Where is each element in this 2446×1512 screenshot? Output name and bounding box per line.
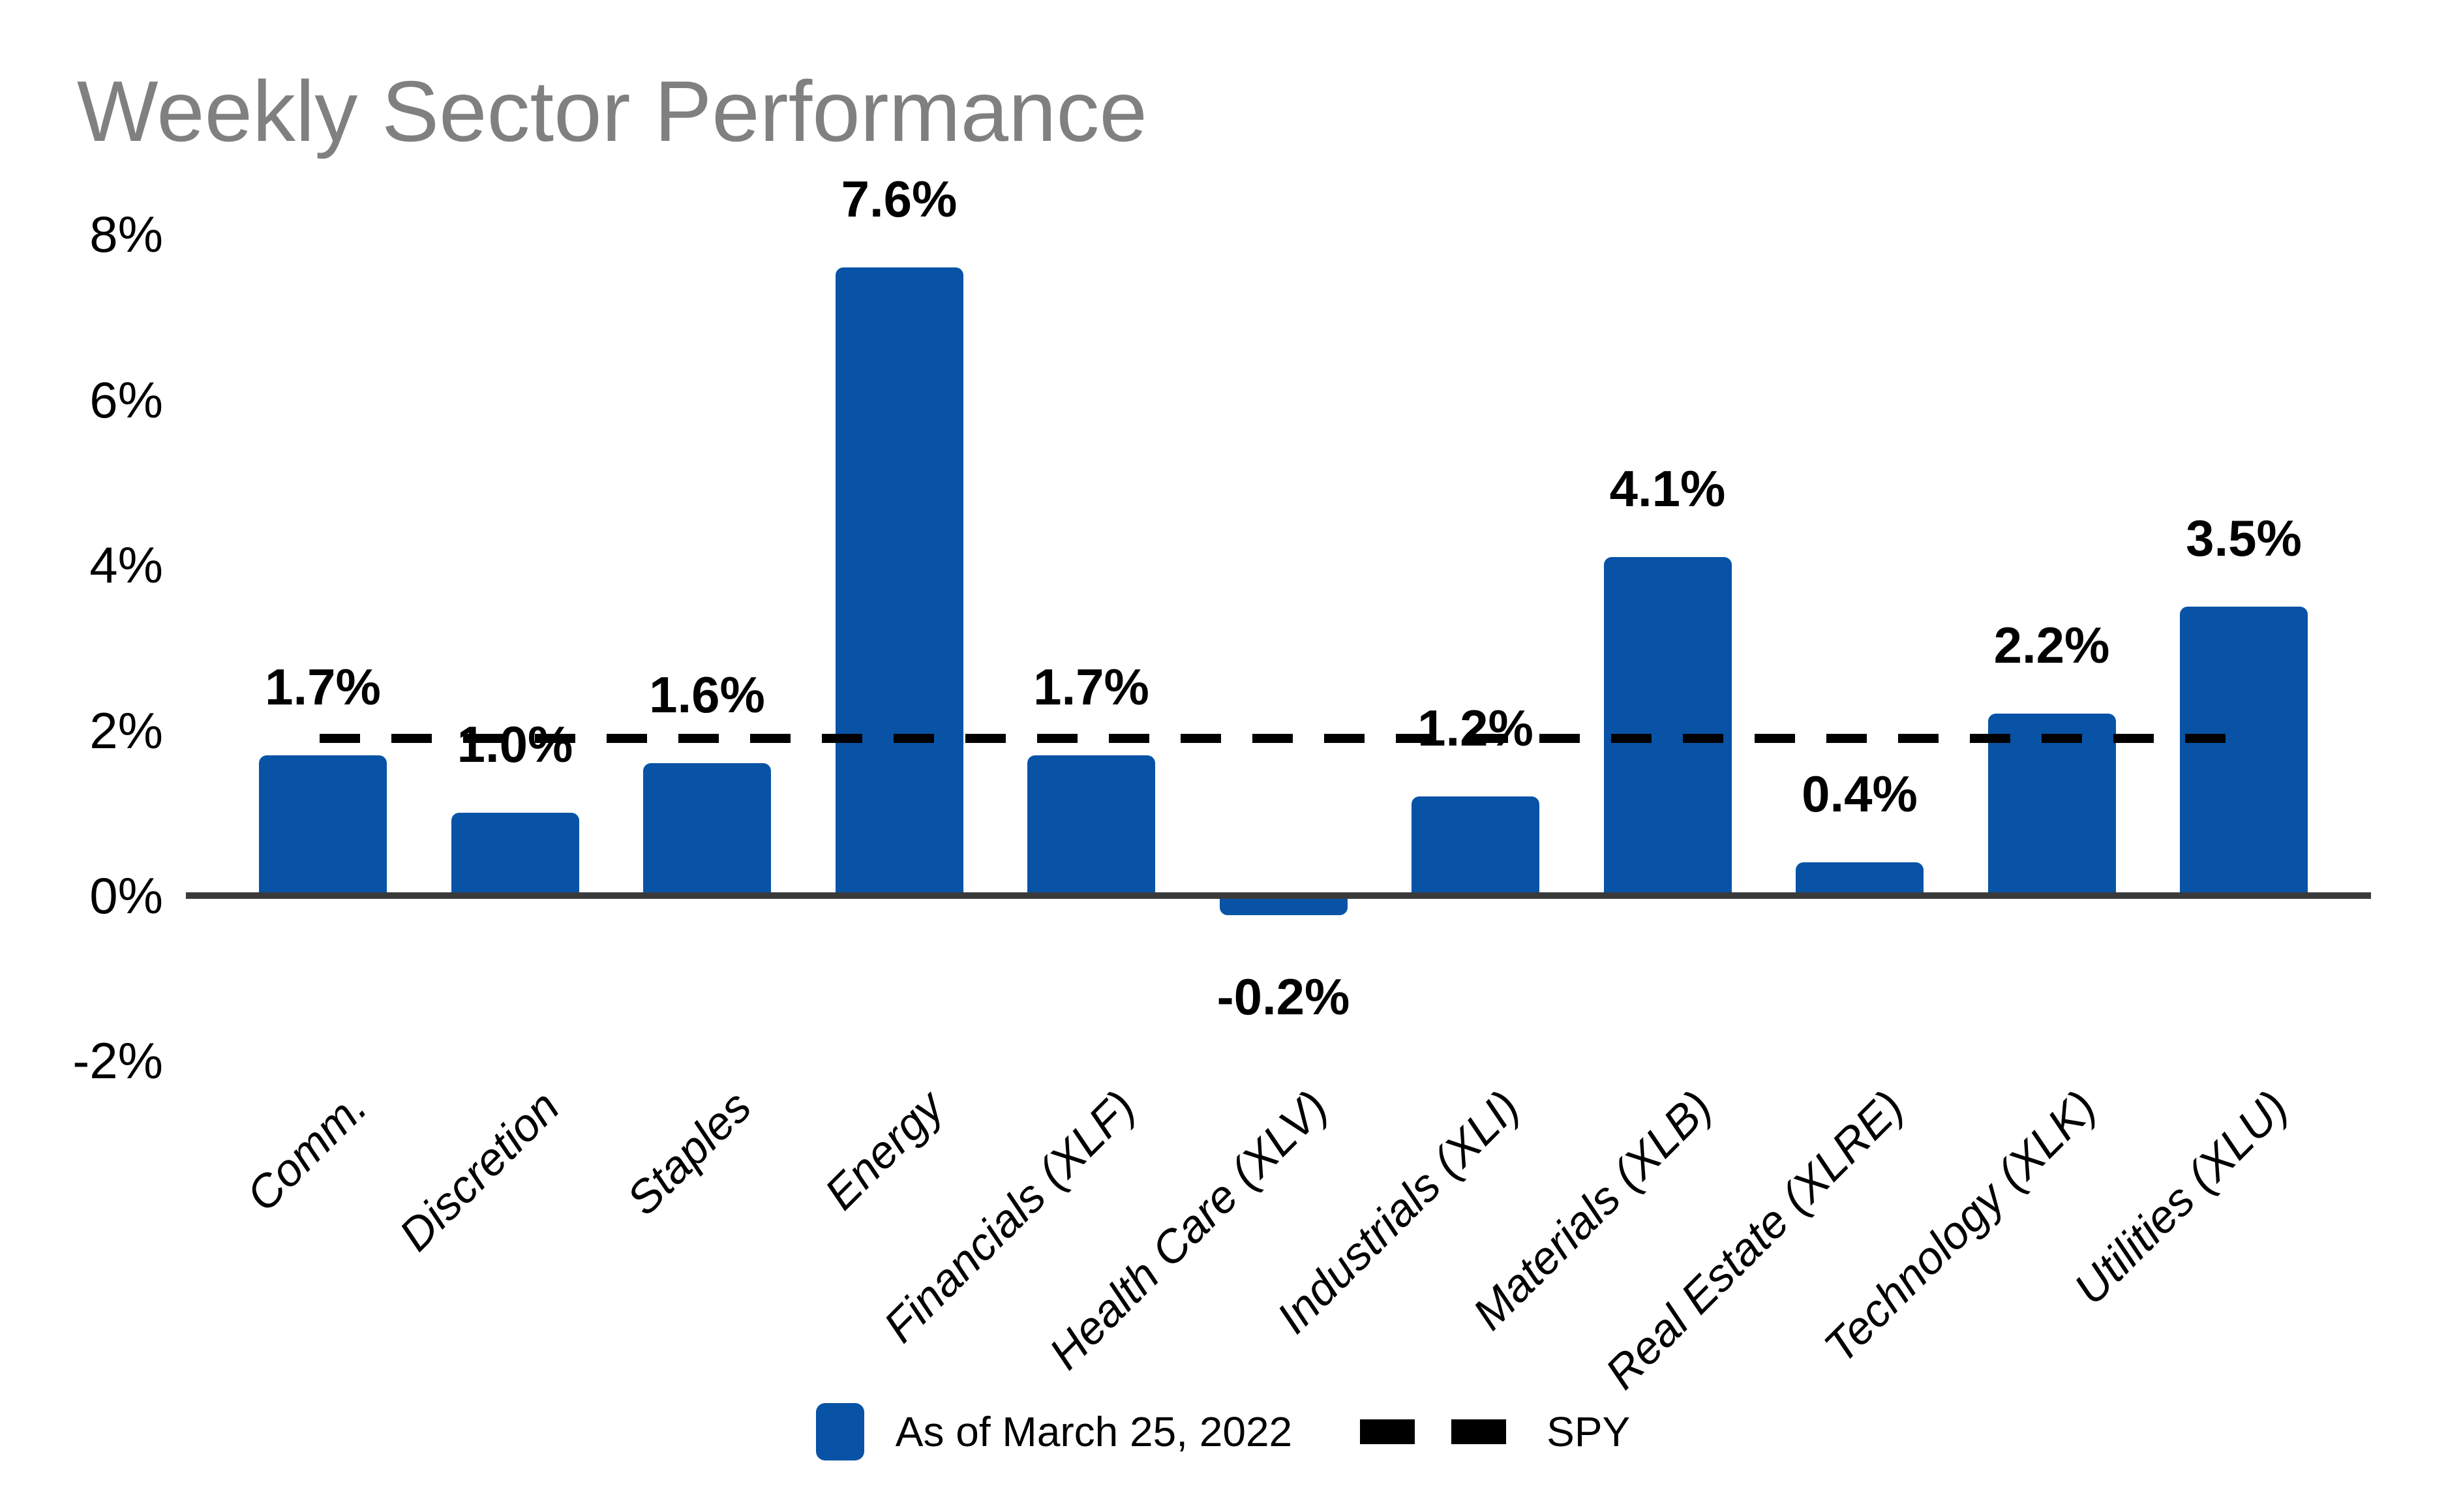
bar-value-label-materials-xlb: 4.1%: [1609, 459, 1726, 517]
y-axis-tick-label-4: 4%: [89, 536, 163, 594]
bar-utilities-xlu: [2180, 606, 2308, 896]
dash-segment-icon: [1451, 1419, 1507, 1444]
legend-spy-label: SPY: [1547, 1408, 1631, 1455]
legend-series-label: As of March 25, 2022: [895, 1408, 1293, 1455]
chart-title: Weekly Sector Performance: [77, 63, 1147, 159]
bar-value-label-discretion: 1.0%: [457, 716, 573, 774]
bar-energy: [835, 267, 963, 896]
bar-technology-xlk: [1987, 714, 2116, 896]
bar-value-label-staples: 1.6%: [649, 666, 765, 724]
legend: As of March 25, 2022 SPY: [0, 1396, 2446, 1468]
bar-value-label-utilities-xlu: 3.5%: [2186, 509, 2302, 567]
y-axis-tick-label-2: -2%: [72, 1032, 163, 1090]
bar-value-label-financials-xlf: 1.7%: [1033, 658, 1149, 716]
bar-value-label-industrials-xli: 1.2%: [1417, 699, 1533, 757]
bar-comm: [259, 755, 387, 896]
bar-staples: [643, 763, 771, 896]
bar-financials-xlf: [1027, 755, 1155, 896]
bar-value-label-health-care-xlv: -0.2%: [1216, 968, 1350, 1026]
y-axis-tick-label-6: 6%: [89, 370, 163, 429]
legend-bar-swatch-icon: [815, 1403, 864, 1460]
bar-value-label-comm: 1.7%: [265, 658, 381, 716]
y-axis-tick-label-8: 8%: [89, 205, 163, 264]
bar-value-label-energy: 7.6%: [841, 170, 958, 228]
y-axis-tick-label-2: 2%: [89, 701, 163, 759]
dash-segment-icon: [1360, 1419, 1415, 1444]
bar-materials-xlb: [1603, 556, 1732, 896]
bar-health-care-xlv: [1219, 899, 1348, 916]
bar-value-label-real-estate-xlre: 0.4%: [1802, 765, 1918, 823]
y-axis-tick-label-0: 0%: [89, 867, 163, 924]
bar-discretion: [451, 813, 579, 896]
x-axis-line: [186, 892, 2371, 899]
legend-dashed-line-icon: [1360, 1419, 1507, 1444]
bar-real-estate-xlre: [1796, 862, 1924, 896]
bar-value-label-technology-xlk: 2.2%: [1993, 616, 2110, 674]
bar-industrials-xli: [1412, 796, 1539, 896]
spy-reference-line: [320, 734, 2254, 744]
